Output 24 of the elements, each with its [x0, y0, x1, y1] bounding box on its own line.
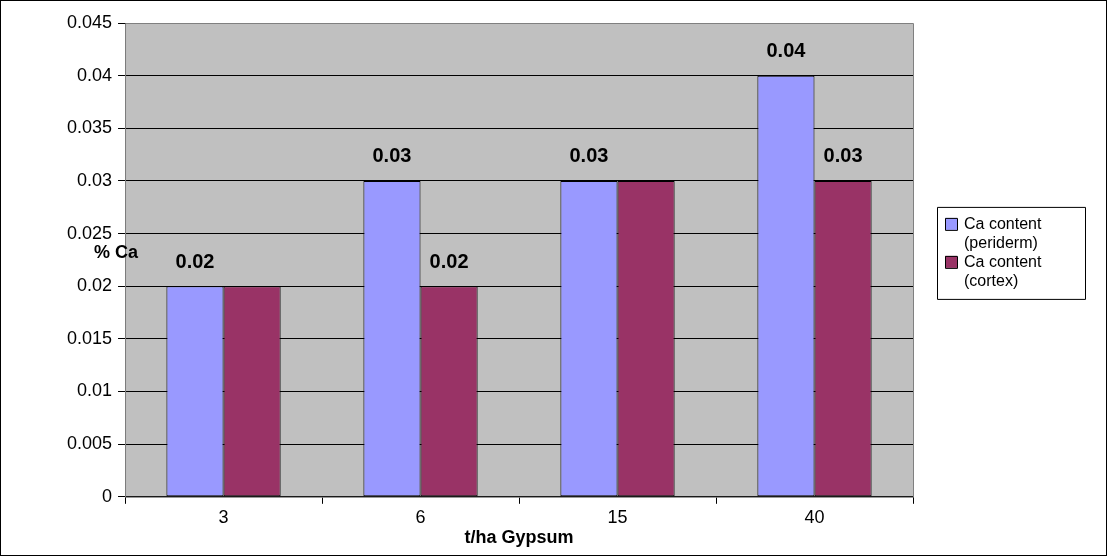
data-label: 0.03: [372, 144, 412, 167]
data-label: 0.03: [823, 144, 863, 167]
x-tick-label: 6: [415, 506, 426, 527]
legend-label: Ca content (cortex): [964, 252, 1042, 289]
y-tick-label: 0.045: [67, 11, 113, 32]
data-label: 0.03: [569, 144, 609, 167]
data-label: 0.02: [429, 249, 469, 272]
data-label: 0.02: [175, 249, 215, 272]
y-tick-label: 0.03: [77, 169, 113, 190]
x-tick-label: 40: [804, 506, 825, 527]
x-tick-label: 15: [607, 506, 628, 527]
y-tick-label: 0.04: [77, 64, 113, 85]
y-tick-label: 0.01: [77, 380, 113, 401]
y-tick-label: 0.005: [67, 433, 113, 454]
y-axis-title: % Ca: [93, 241, 139, 262]
x-tick-label: 3: [218, 506, 229, 527]
data-label: 0.04: [766, 39, 807, 62]
legend-label: Ca content (periderm): [964, 214, 1042, 251]
y-tick-label: 0.02: [77, 275, 113, 296]
y-tick-label: 0.015: [67, 327, 113, 348]
y-tick-label: 0.035: [67, 117, 113, 138]
y-tick-label: 0.025: [67, 222, 113, 243]
y-tick-label: 0: [102, 485, 113, 506]
x-axis-title: t/ha Gypsum: [464, 527, 574, 548]
